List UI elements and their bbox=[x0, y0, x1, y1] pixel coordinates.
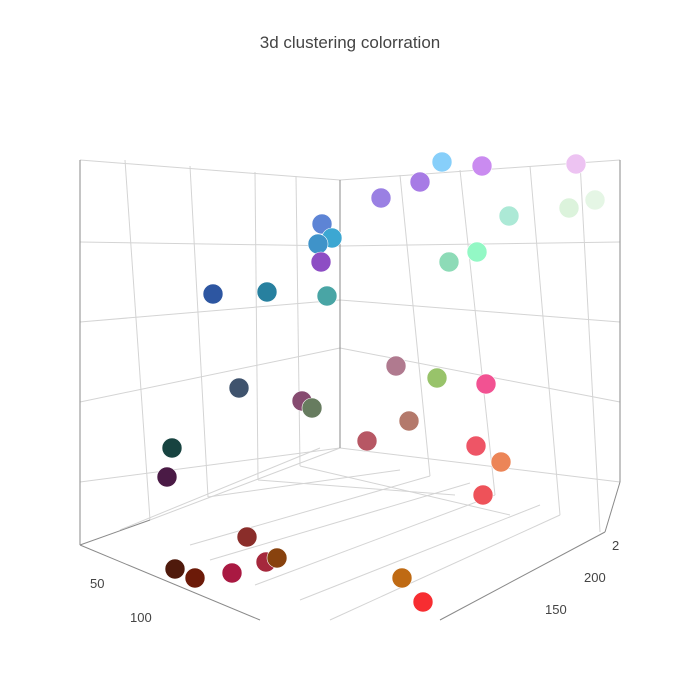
grid-line-2 bbox=[79, 299, 341, 323]
data-point-32[interactable] bbox=[184, 567, 206, 589]
axis-line-4 bbox=[439, 531, 606, 621]
grid-line-4 bbox=[79, 447, 341, 483]
grid-lines bbox=[79, 159, 621, 621]
grid-line-18 bbox=[149, 447, 341, 521]
grid-line-22 bbox=[189, 475, 431, 546]
grid-line-14 bbox=[399, 174, 431, 477]
grid-line-13 bbox=[339, 447, 621, 483]
data-point-5[interactable] bbox=[498, 205, 520, 227]
data-point-30[interactable] bbox=[236, 526, 258, 548]
data-point-37[interactable] bbox=[412, 591, 434, 613]
grid-line-11 bbox=[339, 299, 621, 323]
data-point-7[interactable] bbox=[584, 189, 606, 211]
grid-line-23 bbox=[254, 494, 496, 586]
data-point-19[interactable] bbox=[475, 373, 497, 395]
data-point-13[interactable] bbox=[466, 241, 488, 263]
data-point-31[interactable] bbox=[164, 558, 186, 580]
grid-line-5 bbox=[124, 159, 151, 521]
grid-line-3 bbox=[79, 347, 341, 403]
grid-line-6 bbox=[189, 165, 209, 498]
data-point-17[interactable] bbox=[385, 355, 407, 377]
data-point-29[interactable] bbox=[156, 466, 178, 488]
tick-label-right-200: 200 bbox=[584, 570, 606, 585]
grid-line-12 bbox=[339, 347, 621, 403]
data-point-6[interactable] bbox=[558, 197, 580, 219]
data-point-16[interactable] bbox=[316, 285, 338, 307]
tick-label-left-100: 100 bbox=[130, 610, 152, 625]
grid-line-8 bbox=[295, 175, 301, 467]
data-point-12[interactable] bbox=[438, 251, 460, 273]
chart-title: 3d clustering colorration bbox=[259, 33, 441, 52]
tick-label-right-2: 2 bbox=[612, 538, 619, 553]
tick-label-left-50: 50 bbox=[90, 576, 104, 591]
grid-line-20 bbox=[257, 479, 456, 496]
data-point-0[interactable] bbox=[431, 151, 453, 173]
data-point-14[interactable] bbox=[202, 283, 224, 305]
axis-lines bbox=[79, 160, 621, 621]
grid-line-15 bbox=[459, 169, 496, 496]
grid-line-7 bbox=[254, 171, 259, 481]
data-point-2[interactable] bbox=[565, 153, 587, 175]
data-point-24[interactable] bbox=[356, 430, 378, 452]
data-point-3[interactable] bbox=[409, 171, 431, 193]
data-point-20[interactable] bbox=[228, 377, 250, 399]
data-point-27[interactable] bbox=[161, 437, 183, 459]
grid-line-1 bbox=[79, 241, 341, 247]
data-point-26[interactable] bbox=[490, 451, 512, 473]
data-point-10[interactable] bbox=[307, 233, 329, 255]
axis-line-5 bbox=[604, 481, 621, 533]
data-point-25[interactable] bbox=[465, 435, 487, 457]
grid-line-17 bbox=[579, 161, 601, 533]
grid-line-26 bbox=[209, 482, 471, 561]
data-point-35[interactable] bbox=[266, 547, 288, 569]
data-point-1[interactable] bbox=[471, 155, 493, 177]
grid-line-16 bbox=[529, 165, 561, 516]
data-point-33[interactable] bbox=[221, 562, 243, 584]
axis-line-6 bbox=[79, 519, 151, 546]
data-point-23[interactable] bbox=[398, 410, 420, 432]
grid-line-0 bbox=[79, 159, 341, 181]
markers[interactable] bbox=[156, 151, 606, 613]
data-point-36[interactable] bbox=[391, 567, 413, 589]
grid-line-25 bbox=[119, 447, 321, 531]
grid-line-24 bbox=[329, 514, 561, 621]
axis-line-3 bbox=[79, 544, 261, 621]
data-point-28[interactable] bbox=[472, 484, 494, 506]
data-point-18[interactable] bbox=[426, 367, 448, 389]
data-point-22[interactable] bbox=[301, 397, 323, 419]
grid-line-21 bbox=[299, 465, 511, 516]
tick-label-right-150: 150 bbox=[545, 602, 567, 617]
data-point-4[interactable] bbox=[370, 187, 392, 209]
grid-line-27 bbox=[299, 504, 541, 601]
data-point-11[interactable] bbox=[310, 251, 332, 273]
data-point-15[interactable] bbox=[256, 281, 278, 303]
